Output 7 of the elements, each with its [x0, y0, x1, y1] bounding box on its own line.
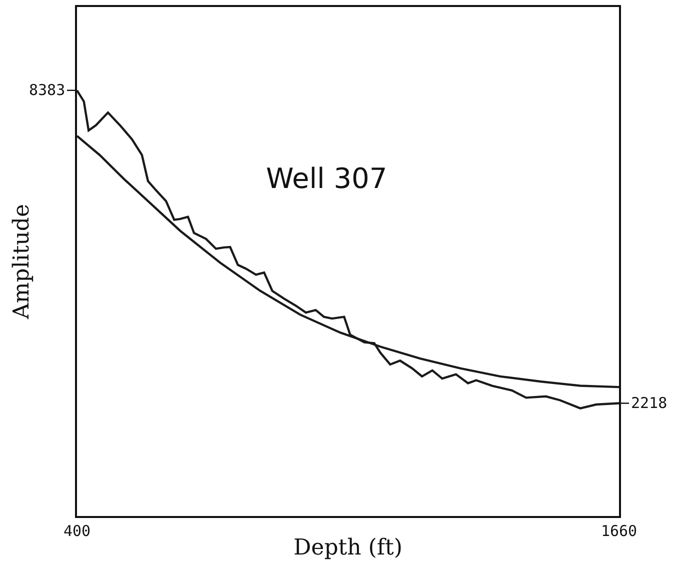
x-tick-label: 1660	[600, 522, 638, 540]
annotation: 8383	[29, 81, 66, 99]
y-axis-title: Amplitude	[9, 204, 34, 320]
x-tick-label: 400	[63, 522, 91, 540]
text: Well 307	[266, 162, 388, 195]
annotation: 2218	[631, 394, 668, 412]
x-axis-title: Depth (ft)	[294, 535, 402, 560]
